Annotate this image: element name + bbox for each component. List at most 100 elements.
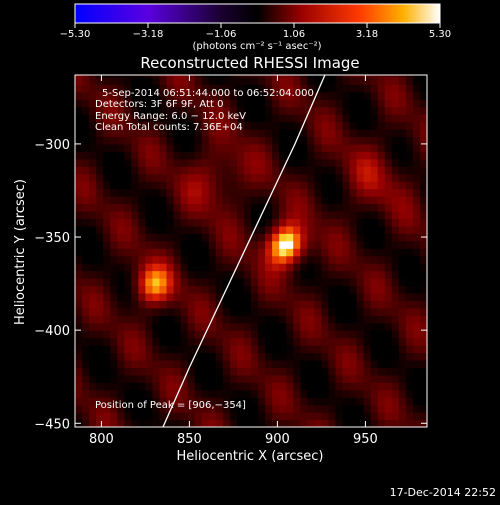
heatmap-cell bbox=[279, 263, 287, 272]
heatmap-cell bbox=[412, 397, 421, 406]
heatmap-cell bbox=[391, 382, 400, 391]
heatmap-cell bbox=[328, 322, 337, 331]
heatmap-cell bbox=[328, 173, 337, 182]
heatmap-cell bbox=[159, 173, 168, 182]
heatmap-cell bbox=[384, 203, 393, 212]
heatmap-cell bbox=[300, 322, 308, 331]
heatmap-cell bbox=[370, 91, 379, 100]
heatmap-cell bbox=[363, 300, 372, 309]
heatmap-cell bbox=[152, 188, 161, 197]
heatmap-cell bbox=[152, 173, 161, 182]
heatmap-cell bbox=[173, 203, 182, 212]
heatmap-cell bbox=[201, 188, 210, 197]
heatmap-cell bbox=[215, 75, 224, 78]
heatmap-cell bbox=[173, 322, 182, 331]
heatmap-cell bbox=[208, 76, 217, 85]
heatmap-cell bbox=[229, 151, 238, 160]
heatmap-cell bbox=[349, 419, 358, 427]
heatmap-cell bbox=[328, 270, 337, 279]
heatmap-cell bbox=[187, 352, 196, 361]
heatmap-cell bbox=[124, 166, 132, 175]
heatmap-cell bbox=[215, 359, 224, 368]
heatmap-cell bbox=[152, 285, 161, 294]
heatmap-cell bbox=[89, 114, 97, 123]
heatmap-cell bbox=[370, 158, 379, 167]
colorbar-tick-label: −3.18 bbox=[133, 29, 164, 40]
heatmap-cell bbox=[321, 84, 330, 93]
heatmap-cell bbox=[243, 404, 252, 413]
heatmap-cell bbox=[236, 129, 245, 138]
heatmap-cell bbox=[377, 404, 386, 413]
heatmap-cell bbox=[243, 129, 252, 138]
heatmap-cell bbox=[265, 292, 273, 301]
heatmap-cell bbox=[180, 196, 189, 205]
heatmap-cell bbox=[398, 218, 407, 227]
heatmap-cell bbox=[159, 330, 168, 339]
heatmap-cell bbox=[279, 136, 287, 145]
heatmap-cell bbox=[370, 263, 379, 272]
heatmap-cell bbox=[370, 233, 379, 242]
heatmap-cell bbox=[96, 151, 104, 160]
heatmap-cell bbox=[342, 322, 351, 331]
heatmap-cell bbox=[335, 248, 344, 257]
heatmap-cell bbox=[279, 300, 287, 309]
y-axis-ticks: −300−350−400−450 bbox=[34, 138, 427, 432]
heatmap-cell bbox=[208, 218, 217, 227]
heatmap-cell bbox=[229, 233, 238, 242]
heatmap-cell bbox=[222, 412, 231, 421]
heatmap-cell bbox=[173, 181, 182, 190]
heatmap-cell bbox=[180, 382, 189, 391]
heatmap-cell bbox=[321, 285, 330, 294]
heatmap-cell bbox=[356, 151, 365, 160]
heatmap-cell bbox=[236, 248, 245, 257]
heatmap-cell bbox=[307, 278, 315, 287]
heatmap-cell bbox=[194, 173, 203, 182]
heatmap-cell bbox=[321, 173, 330, 182]
heatmap-cell bbox=[201, 345, 210, 354]
heatmap-cell bbox=[258, 248, 266, 257]
heatmap-cell bbox=[279, 359, 287, 368]
heatmap-cell bbox=[293, 278, 301, 287]
heatmap-cell bbox=[229, 404, 238, 413]
heatmap-cell bbox=[419, 248, 427, 257]
heatmap-cell bbox=[222, 330, 231, 339]
heatmap-cell bbox=[300, 210, 308, 220]
heatmap-cell bbox=[279, 248, 287, 257]
heatmap-cell bbox=[236, 188, 245, 197]
heatmap-cell bbox=[229, 91, 238, 100]
heatmap-cell bbox=[356, 374, 365, 383]
heatmap-cell bbox=[215, 315, 224, 324]
heatmap-cell bbox=[328, 91, 337, 100]
heatmap-cell bbox=[145, 330, 154, 339]
heatmap-cell bbox=[173, 143, 182, 152]
heatmap-cell bbox=[166, 352, 175, 361]
heatmap-cell bbox=[314, 210, 322, 220]
heatmap-cell bbox=[89, 359, 97, 368]
heatmap-cell bbox=[187, 300, 196, 309]
heatmap-cell bbox=[419, 84, 427, 93]
heatmap-cell bbox=[215, 397, 224, 406]
heatmap-cell bbox=[356, 173, 365, 182]
heatmap-cell bbox=[236, 75, 245, 78]
heatmap-cell bbox=[370, 84, 379, 93]
heatmap-cell bbox=[96, 218, 104, 227]
heatmap-cell bbox=[138, 218, 146, 227]
heatmap-cell bbox=[173, 412, 182, 421]
heatmap-cell bbox=[293, 367, 301, 376]
heatmap-cell bbox=[103, 352, 111, 361]
heatmap-cell bbox=[229, 315, 238, 324]
heatmap-cell bbox=[236, 121, 245, 130]
heatmap-cell bbox=[201, 255, 210, 264]
heatmap-cell bbox=[314, 91, 322, 100]
heatmap-cell bbox=[328, 210, 337, 220]
heatmap-cell bbox=[229, 337, 238, 346]
heatmap-cell bbox=[229, 300, 238, 309]
heatmap-cell bbox=[89, 397, 97, 406]
heatmap-cell bbox=[384, 248, 393, 257]
heatmap-cell bbox=[258, 121, 266, 130]
heatmap-cell bbox=[236, 315, 245, 324]
heatmap-cell bbox=[293, 404, 301, 413]
y-tick-label: −350 bbox=[34, 231, 70, 246]
heatmap-cell bbox=[377, 278, 386, 287]
heatmap-cell bbox=[363, 143, 372, 152]
